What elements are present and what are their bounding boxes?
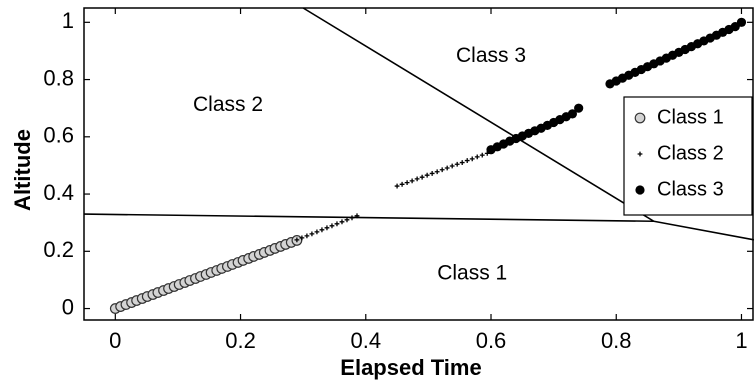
x-tick-label: 0.2 <box>225 328 256 353</box>
data-point <box>419 174 425 180</box>
data-point <box>394 183 400 189</box>
data-point <box>424 172 430 178</box>
data-point <box>334 221 340 227</box>
x-axis-title: Elapsed Time <box>340 355 481 380</box>
data-point <box>479 152 485 158</box>
data-point <box>434 169 440 175</box>
legend-box <box>623 96 753 216</box>
x-tick-label: 0.8 <box>601 328 632 353</box>
data-point <box>339 219 345 225</box>
data-point <box>349 215 355 221</box>
legend-marker-2 <box>637 151 643 157</box>
y-axis-title: Altitude <box>10 129 35 211</box>
y-tick-label: 0.2 <box>43 237 74 262</box>
data-point <box>414 176 420 182</box>
data-point <box>399 181 405 187</box>
x-tick-label: 0.6 <box>476 328 507 353</box>
x-tick-label: 0 <box>109 328 121 353</box>
region-label-3: Class 3 <box>456 44 526 67</box>
y-tick-label: 0.6 <box>43 123 74 148</box>
data-point <box>444 165 450 171</box>
data-point <box>567 109 578 119</box>
y-tick-label: 1 <box>62 8 74 33</box>
series-1 <box>109 235 303 314</box>
axes: 0 0.2 0.4 0.6 0.8 1 0 0.2 0.4 0.6 0.8 1 Elapsed Time… <box>10 8 753 380</box>
legend-marker-3 <box>635 185 645 195</box>
data-point <box>299 235 305 241</box>
legend-label-1: Class 1 <box>657 106 724 128</box>
decision-boundary-1 <box>83 213 754 241</box>
y-tick-label: 0.8 <box>43 65 74 90</box>
data-point <box>736 17 747 27</box>
y-tick-label: 0 <box>62 294 74 319</box>
legend-item-3: Class 3 <box>635 178 724 200</box>
legend-label-3: Class 3 <box>657 178 724 200</box>
decision-boundary-2 <box>302 7 655 222</box>
data-points <box>109 17 747 314</box>
data-point <box>469 156 475 162</box>
data-point <box>309 231 315 237</box>
decision-boundaries <box>83 7 754 241</box>
data-point <box>344 217 350 223</box>
data-point <box>439 167 445 173</box>
plot-frame <box>83 7 754 321</box>
data-point <box>404 180 410 186</box>
x-tick-label: 1 <box>735 328 747 353</box>
plot-area <box>83 7 754 321</box>
data-point <box>429 171 435 176</box>
data-point <box>304 233 310 239</box>
region-label-1: Class 1 <box>437 262 507 285</box>
series-2 <box>294 149 494 243</box>
legend: Class 1 Class 2 Class 3 <box>623 96 753 216</box>
data-point <box>574 103 584 113</box>
y-tick-label: 0.4 <box>43 180 74 205</box>
data-point <box>464 158 470 163</box>
region-labels: Class 1 Class 2 Class 3 <box>193 44 526 285</box>
legend-label-2: Class 2 <box>657 142 724 164</box>
series-3 <box>486 17 747 155</box>
data-point <box>354 213 360 219</box>
data-point <box>449 163 455 169</box>
data-point <box>454 161 460 167</box>
data-point <box>294 237 300 243</box>
legend-marker-1 <box>634 112 646 124</box>
data-point <box>329 223 335 229</box>
region-label-2: Class 2 <box>193 93 263 116</box>
data-point <box>474 154 480 160</box>
data-point <box>324 225 330 231</box>
data-point <box>314 229 320 235</box>
data-point <box>459 160 465 165</box>
x-tick-label: 0.4 <box>350 328 381 353</box>
legend-item-2: Class 2 <box>637 142 724 164</box>
data-point <box>319 227 325 233</box>
legend-item-1: Class 1 <box>634 106 724 128</box>
data-point <box>409 178 415 184</box>
